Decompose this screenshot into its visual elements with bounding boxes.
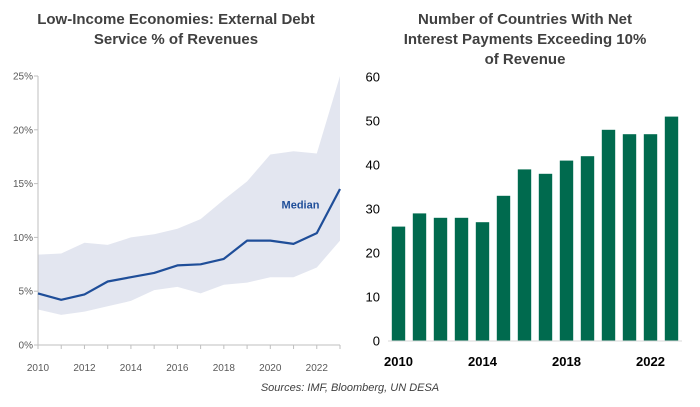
median-label: Median [282, 199, 320, 211]
bar-2013 [454, 217, 469, 341]
left-chart-title-line: Service % of Revenues [94, 31, 258, 48]
left-x-tick-label: 2014 [120, 363, 143, 374]
bar-2017 [538, 173, 553, 341]
left-y-tick-label: 10% [13, 233, 33, 244]
right-y-tick-label: 50 [366, 114, 380, 129]
bar-2016 [517, 169, 532, 341]
right-y-tick-label: 20 [366, 246, 380, 261]
right-chart-title-line: of Revenue [485, 51, 566, 68]
right-y-tick-label: 30 [366, 202, 380, 217]
left-y-tick-label: 15% [13, 179, 33, 190]
left-chart: Low-Income Economies: External Debt Servi… [13, 11, 341, 374]
bar-2014 [475, 222, 490, 341]
right-y-tick-label: 60 [366, 70, 380, 85]
left-y-tick-label: 20% [13, 125, 33, 136]
bar-2023 [664, 116, 679, 341]
left-y-tick-label: 25% [13, 72, 33, 83]
left-y-tick-label: 0% [19, 341, 34, 352]
right-y-tick-label: 40 [366, 158, 380, 173]
right-chart: Number of Countries With Net Interest Pay… [366, 11, 682, 369]
sources-note: Sources: IMF, Bloomberg, UN DESA [260, 382, 440, 394]
left-x-tick-label: 2020 [259, 363, 282, 374]
bar-2019 [580, 156, 595, 341]
interquartile-band [38, 76, 340, 315]
left-x-tick-label: 2010 [27, 363, 50, 374]
left-y-tick-label: 5% [19, 287, 34, 298]
right-x-tick-label: 2014 [468, 354, 498, 369]
right-chart-title-line: Number of Countries With Net [418, 11, 632, 28]
left-x-tick-label: 2012 [73, 363, 96, 374]
bar-2021 [622, 134, 637, 341]
right-x-tick-label: 2018 [552, 354, 581, 369]
left-chart-title-line: Low-Income Economies: External Debt [37, 11, 315, 28]
right-y-tick-label: 0 [373, 334, 380, 349]
bar-2012 [433, 217, 448, 341]
bar-2018 [559, 160, 574, 341]
right-x-tick-label: 2022 [636, 354, 665, 369]
left-x-tick-label: 2016 [166, 363, 189, 374]
left-x-tick-label: 2022 [306, 363, 329, 374]
right-y-tick-label: 10 [366, 290, 380, 305]
bar-2011 [412, 213, 427, 341]
median-line [37, 188, 341, 301]
bar-2020 [601, 129, 616, 341]
bar-2022 [643, 134, 658, 341]
bar-2015 [496, 195, 511, 341]
bar-2010 [391, 226, 406, 341]
right-chart-title-line: Interest Payments Exceeding 10% [404, 31, 647, 48]
left-x-tick-label: 2018 [213, 363, 236, 374]
right-x-tick-label: 2010 [384, 354, 413, 369]
